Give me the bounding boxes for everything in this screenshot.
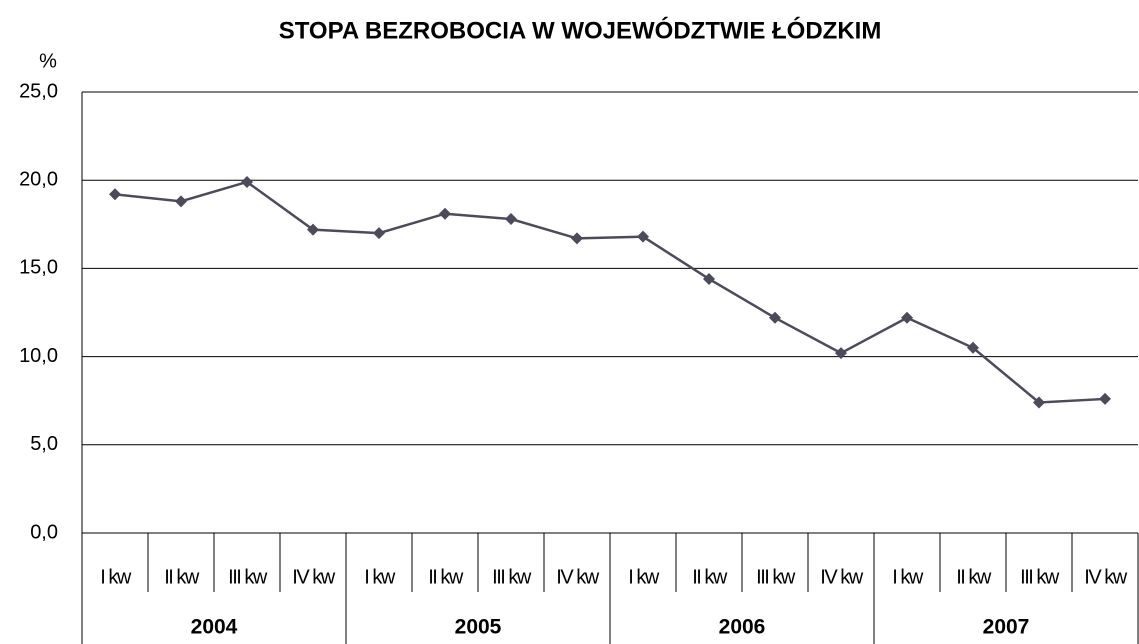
x-tick-label: IV kw xyxy=(556,566,599,588)
x-tick-label: I kw xyxy=(364,566,396,588)
x-tick-label: II kw xyxy=(956,566,992,588)
x-tick-label: III kw xyxy=(756,566,796,588)
data-marker xyxy=(109,188,121,201)
data-marker xyxy=(373,227,385,240)
y-tick-label: 0,0 xyxy=(30,521,58,543)
data-marker xyxy=(835,347,847,360)
data-marker xyxy=(307,223,319,236)
x-tick-label: III kw xyxy=(1020,566,1060,588)
x-tick-label: II kw xyxy=(692,566,728,588)
x-tick-label: I kw xyxy=(100,566,132,588)
y-tick-label: 20,0 xyxy=(19,168,58,190)
chart-title: STOPA BEZROBOCIA W WOJEWÓDZTWIE ŁÓDZKIM xyxy=(279,16,882,44)
group-label: 2005 xyxy=(455,616,502,639)
data-marker xyxy=(967,341,979,354)
y-tick-label: 10,0 xyxy=(19,345,58,367)
data-marker xyxy=(175,195,187,208)
data-marker xyxy=(505,213,517,226)
group-label: 2007 xyxy=(983,616,1030,639)
x-tick-label: IV kw xyxy=(292,566,335,588)
data-marker xyxy=(703,272,715,285)
data-line xyxy=(114,180,1106,404)
data-marker xyxy=(769,311,781,324)
x-tick-label: II kw xyxy=(428,566,464,588)
group-label: 2006 xyxy=(719,616,766,639)
x-tick-label: III kw xyxy=(492,566,532,588)
data-marker xyxy=(241,175,253,188)
group-label: 2004 xyxy=(191,616,238,639)
y-tick-label: 25,0 xyxy=(19,80,58,102)
x-tick-label: II kw xyxy=(164,566,200,588)
x-tick-label: I kw xyxy=(892,566,924,588)
data-marker xyxy=(439,207,451,220)
y-axis-label: % xyxy=(39,50,57,72)
x-tick-label: III kw xyxy=(228,566,268,588)
x-tick-label: I kw xyxy=(628,566,660,588)
y-tick-label: 5,0 xyxy=(30,433,58,455)
data-marker xyxy=(637,230,649,243)
y-tick-label: 15,0 xyxy=(19,257,58,279)
data-marker xyxy=(1099,392,1111,405)
x-tick-label: IV kw xyxy=(1084,566,1127,588)
x-tick-label: IV kw xyxy=(820,566,863,588)
data-marker xyxy=(571,232,583,245)
data-marker xyxy=(901,311,913,324)
data-marker xyxy=(1033,396,1045,409)
